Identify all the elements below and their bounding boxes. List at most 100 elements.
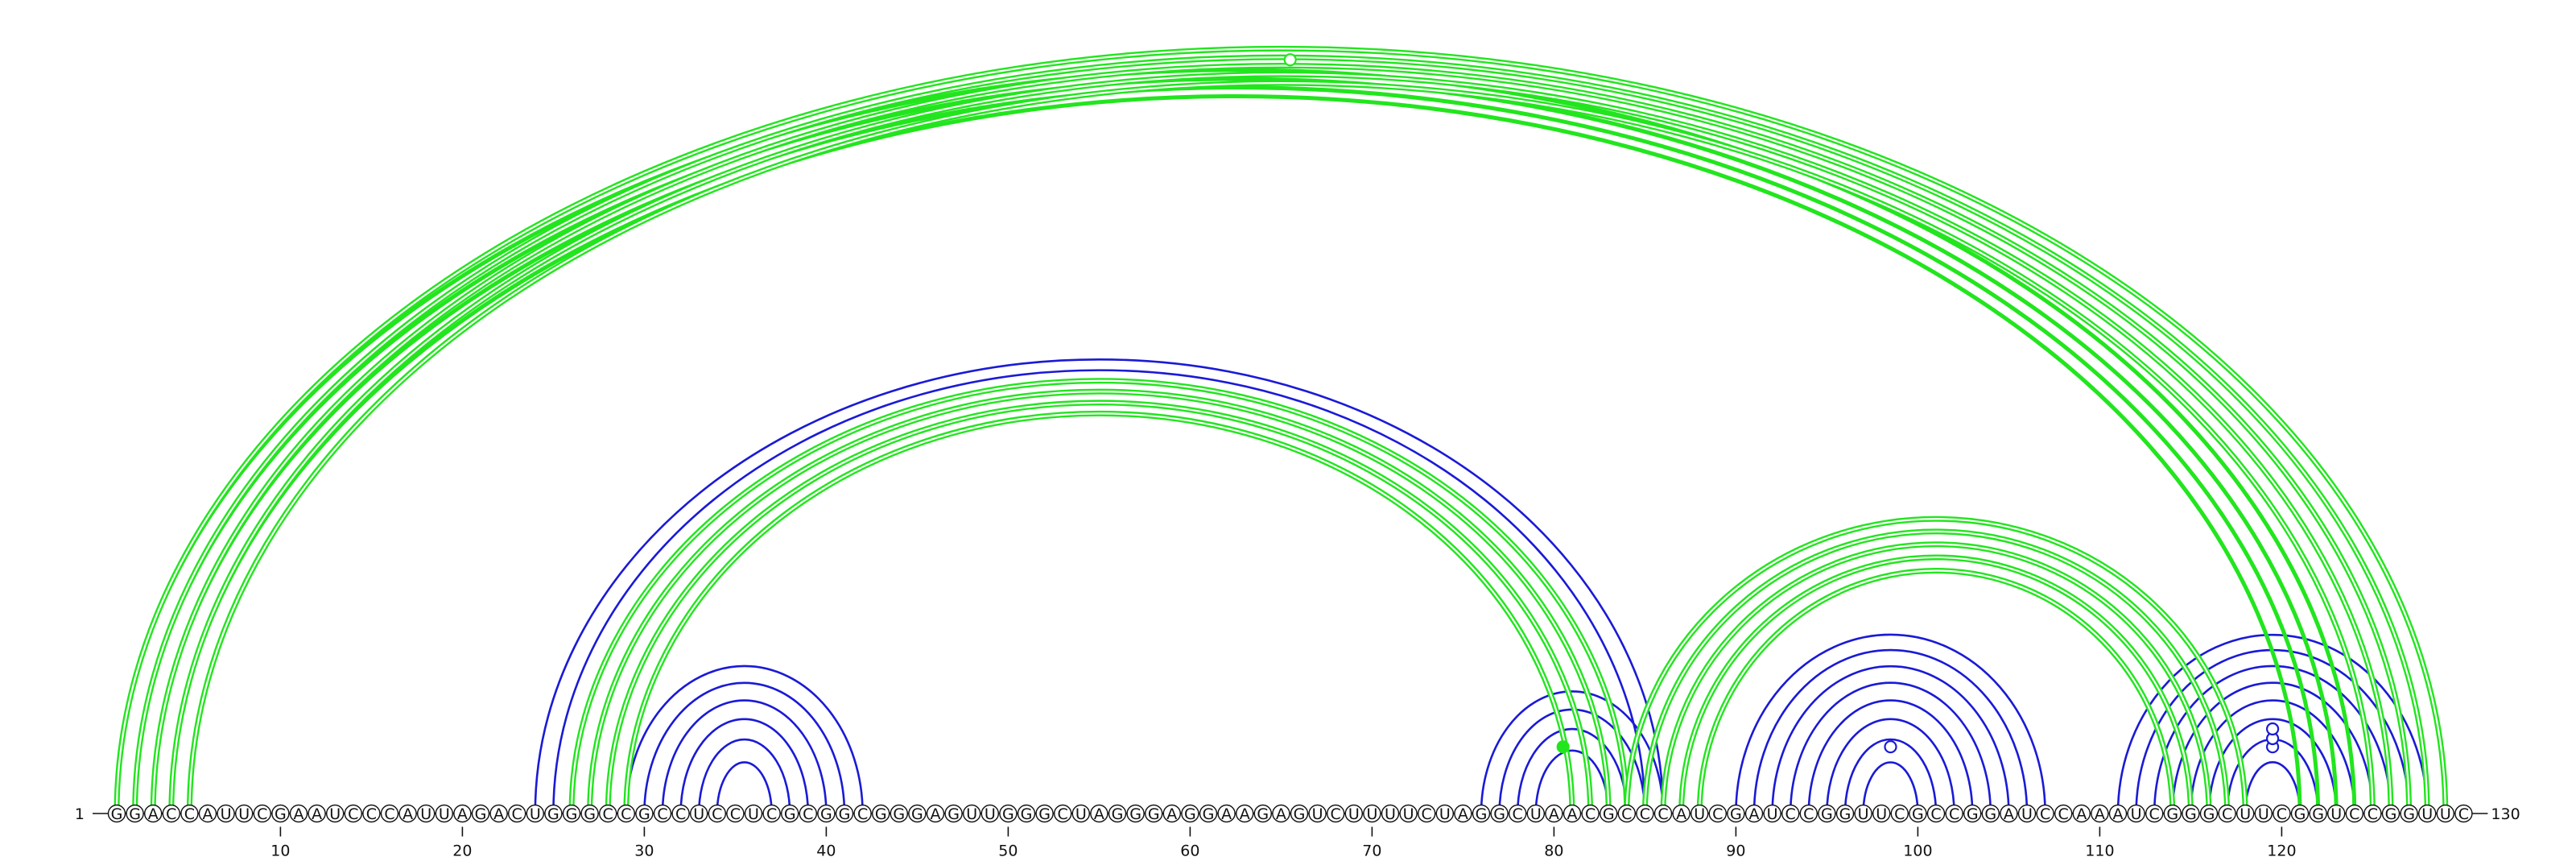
base-pair-arc-core: [1662, 543, 2211, 814]
nucleotide-letter: C: [366, 805, 377, 823]
nucleotide: C: [2454, 804, 2473, 823]
nucleotide-letter: C: [621, 805, 631, 823]
nucleotide: U: [2326, 804, 2346, 823]
nucleotide-letter: C: [2349, 805, 2359, 823]
tick-label: 120: [2267, 843, 2296, 857]
nucleotide-circle: [2400, 804, 2418, 823]
nucleotide-circle: [1581, 804, 1600, 823]
nucleotide-letter: C: [2040, 805, 2050, 823]
base-pair-arc: [1862, 761, 1919, 814]
nucleotide-circle: [2326, 804, 2346, 823]
tick-label: 20: [452, 843, 472, 857]
nucleotide: G: [107, 804, 126, 823]
nucleotide: G: [1963, 804, 1982, 823]
nucleotide: A: [453, 804, 472, 823]
nucleotide: G: [635, 804, 654, 823]
nucleotide-letter: U: [1767, 805, 1778, 823]
base-pair-arc: [1516, 727, 1629, 814]
nucleotide: A: [2072, 804, 2091, 823]
nucleotide-circle: [744, 804, 763, 823]
nucleotide: A: [1272, 804, 1290, 823]
nucleotide: U: [1690, 804, 1709, 823]
nucleotide-circle: [799, 804, 817, 823]
nucleotide: C: [708, 804, 726, 823]
nucleotide-letter: G: [1257, 805, 1269, 823]
nucleotide-letter: C: [384, 805, 394, 823]
nucleotide: U: [1308, 804, 1327, 823]
base-pair-arc-core: [134, 56, 2429, 814]
nucleotide-letter: A: [203, 805, 213, 823]
nucleotide-circle: [1235, 804, 1254, 823]
nucleotide-letter: U: [221, 805, 232, 823]
nucleotide-letter: C: [2222, 805, 2232, 823]
nucleotide: G: [890, 804, 909, 823]
nucleotide-circle: [2036, 804, 2054, 823]
markers-layer: [1283, 53, 2280, 754]
nucleotide-letter: U: [1366, 805, 1377, 823]
tick-label: 50: [998, 843, 1018, 857]
nucleotide: U: [1381, 804, 1400, 823]
nucleotide-circle: [1381, 804, 1400, 823]
nucleotide-letter: A: [1240, 805, 1250, 823]
nucleotide: C: [2145, 804, 2164, 823]
nucleotide-letter: U: [238, 805, 250, 823]
nucleotide-letter: U: [2330, 805, 2342, 823]
nucleotide-circle: [253, 804, 271, 823]
nucleotide-circle: [1053, 804, 1072, 823]
nucleotide-letter: C: [2277, 805, 2287, 823]
nucleotide-circle: [762, 804, 781, 823]
nucleotide-letter: C: [2149, 805, 2160, 823]
base-pair-arc: [132, 54, 2430, 814]
nucleotide-letter: C: [2058, 805, 2069, 823]
nucleotide-circle: [835, 804, 854, 823]
nucleotide: C: [762, 804, 781, 823]
nucleotide: A: [143, 804, 163, 823]
base-pair-arc: [697, 738, 791, 814]
nucleotide-circle: [853, 804, 872, 823]
nucleotide-circle: [289, 804, 308, 823]
arc-marker: [1283, 53, 1297, 67]
nucleotide-circle: [1545, 804, 1563, 823]
nucleotide-circle: [635, 804, 654, 823]
nucleotide: G: [1199, 804, 1218, 823]
nucleotide: G: [817, 804, 836, 823]
tick-label: 80: [1544, 843, 1563, 857]
nucleotide-circle: [781, 804, 799, 823]
nucleotide: C: [1890, 804, 1909, 823]
base-pair-arc: [1789, 681, 1992, 814]
nucleotide-letter: C: [1621, 805, 1632, 823]
nucleotide-circle: [1253, 804, 1273, 823]
nucleotide: C: [2036, 804, 2054, 823]
nucleotide-letter: G: [2403, 805, 2415, 823]
nucleotide-letter: A: [402, 805, 413, 823]
nucleotide-circle: [235, 804, 254, 823]
nucleotide-circle: [2235, 804, 2255, 823]
nucleotide-letter: G: [2312, 805, 2324, 823]
nucleotide-circle: [1909, 804, 1927, 823]
nucleotide-letter: U: [2421, 805, 2433, 823]
nucleotide-circle: [1035, 804, 1054, 823]
nucleotide-letter: G: [1984, 805, 1996, 823]
nucleotide: A: [1217, 804, 1236, 823]
nucleotide-letter: G: [638, 805, 650, 823]
nucleotide-circle: [1162, 804, 1182, 823]
nucleotide-letter: U: [748, 805, 759, 823]
base-pair-arc: [1843, 738, 1938, 814]
nucleotide-circle: [908, 804, 927, 823]
nucleotide-letter: G: [2203, 805, 2215, 823]
nucleotide-letter: U: [2240, 805, 2251, 823]
nucleotide-circle: [1363, 804, 1381, 823]
nucleotide: C: [344, 804, 362, 823]
nucleotide-letter: C: [857, 805, 868, 823]
nucleotide: C: [1799, 804, 1818, 823]
nucleotide-letter: U: [530, 805, 541, 823]
nucleotide: G: [835, 804, 854, 823]
nucleotide-letter: G: [1912, 805, 1924, 823]
nucleotide: U: [744, 804, 763, 823]
nucleotide: C: [508, 804, 526, 823]
nucleotide-circle: [2290, 804, 2310, 823]
nucleotide: U: [217, 804, 235, 823]
nucleotide-letter: U: [2021, 805, 2033, 823]
nucleotide: C: [2054, 804, 2073, 823]
nucleotide-letter: C: [657, 805, 667, 823]
